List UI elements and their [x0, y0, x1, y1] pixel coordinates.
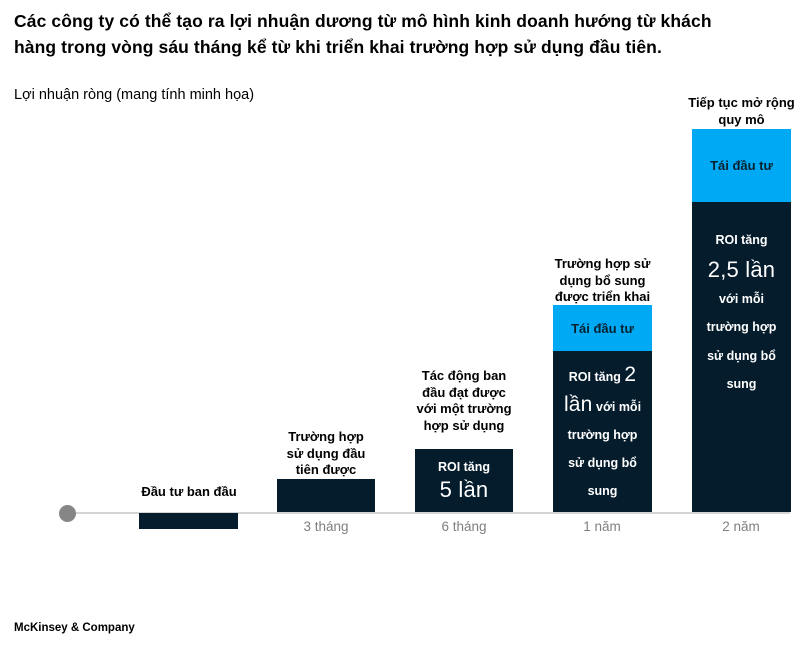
bar-initial-investment: [139, 513, 238, 529]
annotation-additional-use-cases: Trường hợp sử dụng bổ sung được triển kh…: [554, 256, 651, 304]
bar-roi-1-year: ROI tăng 2 lần với mỗi trường hợp sử dụn…: [553, 351, 652, 512]
bar-roi-2-years: ROI tăng 2,5 lần với mỗi trường hợp sử d…: [692, 202, 791, 512]
annotation-initial-investment: Đầu tư ban đầu: [141, 484, 237, 499]
footer-brand: McKinsey & Company: [14, 622, 135, 634]
time-label-6-months: 6 tháng: [441, 519, 487, 534]
reinvest-label-1-year: Tái đầu tư: [571, 320, 634, 336]
bar-reinvest-1-year: Tái đầu tư: [553, 305, 652, 351]
bar-reinvest-2-years: Tái đầu tư: [692, 129, 791, 202]
roi-text-2x: ROI tăng 2 lần với mỗi trường hợp sử dụn…: [563, 363, 642, 498]
y-axis-label: Lợi nhuận ròng (mang tính minh họa): [14, 87, 255, 103]
chart-title: Các công ty có thể tạo ra lợi nhuận dươn…: [14, 11, 712, 57]
time-label-3-months: 3 tháng: [303, 519, 349, 534]
annotation-initial-impact: Tác động ban đầu đạt được với một trường…: [416, 368, 512, 433]
timeline-start-dot: [59, 505, 76, 522]
bar-initial-impact: ROI tăng 5 lần: [415, 449, 513, 512]
time-label-2-years: 2 năm: [722, 519, 760, 534]
roi-text-2-5x: ROI tăng 2,5 lần với mỗi trường hợp sử d…: [706, 233, 777, 391]
time-label-1-year: 1 năm: [583, 519, 621, 534]
annotation-first-use-case: Trường hợp sử dụng đầu tiên được: [286, 429, 366, 477]
timeline-axis: [68, 512, 790, 514]
reinvest-label-2-years: Tái đầu tư: [710, 158, 773, 173]
roi-text-5x: ROI tăng 5 lần: [437, 460, 491, 502]
annotation-continued-scaling: Tiếp tục mở rộng quy mô: [688, 95, 795, 127]
bar-first-use-case: [277, 479, 375, 512]
